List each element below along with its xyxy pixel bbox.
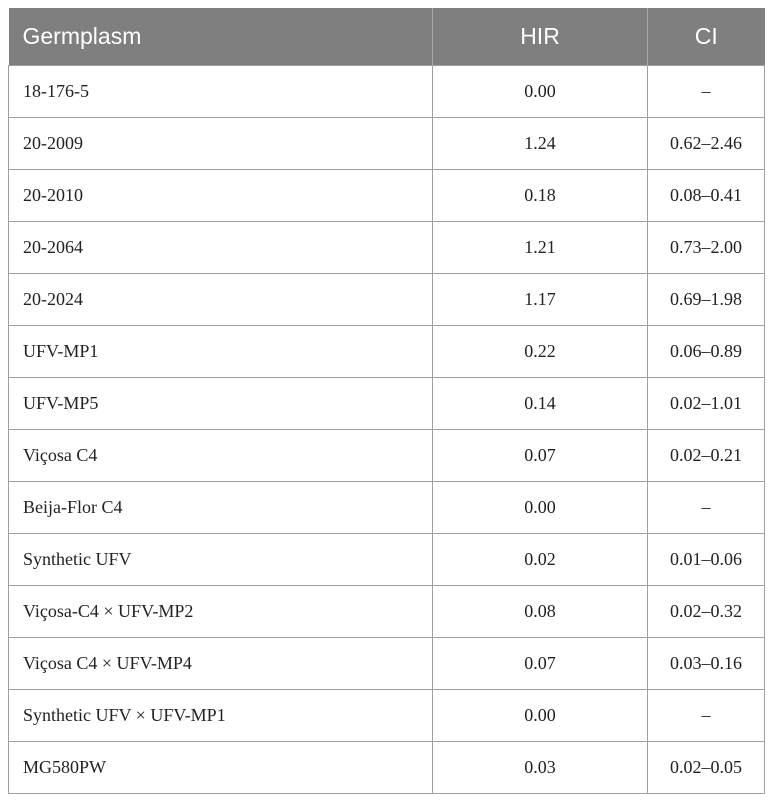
cell-germplasm: UFV-MP1: [8, 324, 433, 378]
header-row: Germplasm HIR CI: [8, 8, 765, 65]
cell-ci: –: [647, 688, 765, 742]
cell-hir: 0.07: [432, 636, 648, 690]
cell-ci: 0.69–1.98: [647, 272, 765, 326]
table-row: MG580PW 0.03 0.02–0.05: [8, 740, 765, 794]
cell-germplasm: Viçosa-C4 × UFV-MP2: [8, 584, 433, 638]
table-row: Synthetic UFV 0.02 0.01–0.06: [8, 532, 765, 586]
table-body: 18-176-5 0.00–20-2009 1.24 0.62–2.46 20-2010…: [8, 64, 765, 794]
cell-hir: 0.00: [432, 480, 648, 534]
table-row: 20-2010 0.18 0.08–0.41: [8, 168, 765, 222]
table-row: Viçosa C4 × UFV-MP4 0.07 0.03–0.16: [8, 636, 765, 690]
table-row: 20-2024 1.17 0.69–1.98: [8, 272, 765, 326]
cell-ci: 0.03–0.16: [647, 636, 765, 690]
table-row: Synthetic UFV × UFV-MP1 0.00–: [8, 688, 765, 742]
cell-ci: 0.01–0.06: [647, 532, 765, 586]
table-row: UFV-MP1 0.22 0.06–0.89: [8, 324, 765, 378]
cell-germplasm: Viçosa C4: [8, 428, 433, 482]
cell-germplasm: Viçosa C4 × UFV-MP4: [8, 636, 433, 690]
cell-hir: 1.17: [432, 272, 648, 326]
cell-ci: 0.02–0.32: [647, 584, 765, 638]
cell-ci: 0.02–0.21: [647, 428, 765, 482]
table-row: Viçosa C4 0.07 0.02–0.21: [8, 428, 765, 482]
header-germplasm: Germplasm: [8, 8, 433, 65]
table-row: 18-176-5 0.00–: [8, 64, 765, 118]
table-row: Viçosa-C4 × UFV-MP2 0.08 0.02–0.32: [8, 584, 765, 638]
cell-ci: –: [647, 480, 765, 534]
cell-ci: 0.73–2.00: [647, 220, 765, 274]
cell-germplasm: 18-176-5: [8, 64, 433, 118]
cell-germplasm: 20-2024: [8, 272, 433, 326]
cell-ci: 0.62–2.46: [647, 116, 765, 170]
table-row: UFV-MP5 0.14 0.02–1.01: [8, 376, 765, 430]
cell-hir: 0.07: [432, 428, 648, 482]
germplasm-table: Germplasm HIR CI 18-176-5 0.00–20-2009 1.2…: [8, 8, 765, 794]
cell-germplasm: 20-2010: [8, 168, 433, 222]
cell-germplasm: Synthetic UFV × UFV-MP1: [8, 688, 433, 742]
cell-germplasm: UFV-MP5: [8, 376, 433, 430]
cell-ci: 0.08–0.41: [647, 168, 765, 222]
cell-ci: 0.06–0.89: [647, 324, 765, 378]
cell-germplasm: 20-2009: [8, 116, 433, 170]
cell-germplasm: Synthetic UFV: [8, 532, 433, 586]
table-row: 20-2064 1.21 0.73–2.00: [8, 220, 765, 274]
cell-hir: 0.03: [432, 740, 648, 794]
table-row: Beija-Flor C4 0.00–: [8, 480, 765, 534]
data-table-container: Germplasm HIR CI 18-176-5 0.00–20-2009 1.2…: [8, 8, 765, 794]
cell-hir: 0.22: [432, 324, 648, 378]
cell-germplasm: 20-2064: [8, 220, 433, 274]
cell-ci: –: [647, 64, 765, 118]
cell-germplasm: Beija-Flor C4: [8, 480, 433, 534]
cell-hir: 0.00: [432, 64, 648, 118]
cell-hir: 0.02: [432, 532, 648, 586]
cell-hir: 0.08: [432, 584, 648, 638]
header-ci: CI: [694, 22, 718, 49]
cell-ci: 0.02–0.05: [647, 740, 765, 794]
cell-hir: 0.14: [432, 376, 648, 430]
cell-ci: 0.02–1.01: [647, 376, 765, 430]
cell-germplasm: MG580PW: [8, 740, 433, 794]
header-hir: HIR: [432, 8, 648, 65]
cell-hir: 0.18: [432, 168, 648, 222]
cell-hir: 1.21: [432, 220, 648, 274]
table-header: Germplasm HIR CI: [8, 8, 765, 65]
cell-hir: 0.00: [432, 688, 648, 742]
cell-hir: 1.24: [432, 116, 648, 170]
table-row: 20-2009 1.24 0.62–2.46: [8, 116, 765, 170]
